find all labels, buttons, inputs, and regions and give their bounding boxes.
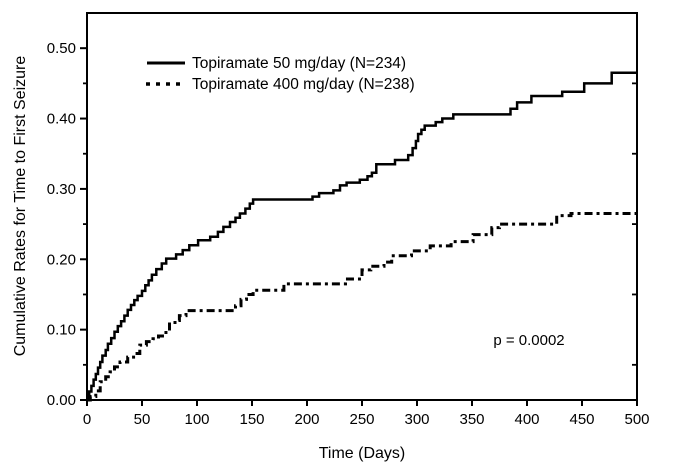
y-tick-label: 0.40 — [47, 111, 76, 128]
y-tick-label: 0.20 — [47, 251, 76, 268]
y-tick-label: 0.00 — [47, 392, 76, 409]
x-tick-label: 300 — [404, 411, 429, 428]
x-tick-label: 50 — [134, 411, 151, 428]
x-tick-label: 450 — [569, 411, 594, 428]
y-tick-label: 0.10 — [47, 322, 76, 339]
p-value-annotation: p = 0.0002 — [493, 332, 564, 349]
series-curve-topiramate-400 — [87, 212, 637, 402]
legend-label-topiramate-50: Topiramate 50 mg/day (N=234) — [192, 55, 406, 72]
y-axis-title: Cumulative Rates for Time to First Seizu… — [12, 56, 29, 357]
x-tick-label: 400 — [514, 411, 539, 428]
plot-frame — [86, 12, 638, 401]
x-tick-label: 200 — [294, 411, 319, 428]
x-tick-label: 500 — [624, 411, 649, 428]
y-tick-label: 0.50 — [47, 40, 76, 57]
x-axis-title: Time (Days) — [319, 445, 406, 462]
x-tick-label: 250 — [349, 411, 374, 428]
x-tick-label: 0 — [83, 411, 91, 428]
x-tick-label: 150 — [239, 411, 264, 428]
series-curve-topiramate-50 — [87, 71, 637, 402]
x-tick-label: 350 — [459, 411, 484, 428]
x-tick-label: 100 — [184, 411, 209, 428]
y-tick-label: 0.30 — [47, 181, 76, 198]
legend-label-topiramate-400: Topiramate 400 mg/day (N=238) — [192, 76, 415, 93]
